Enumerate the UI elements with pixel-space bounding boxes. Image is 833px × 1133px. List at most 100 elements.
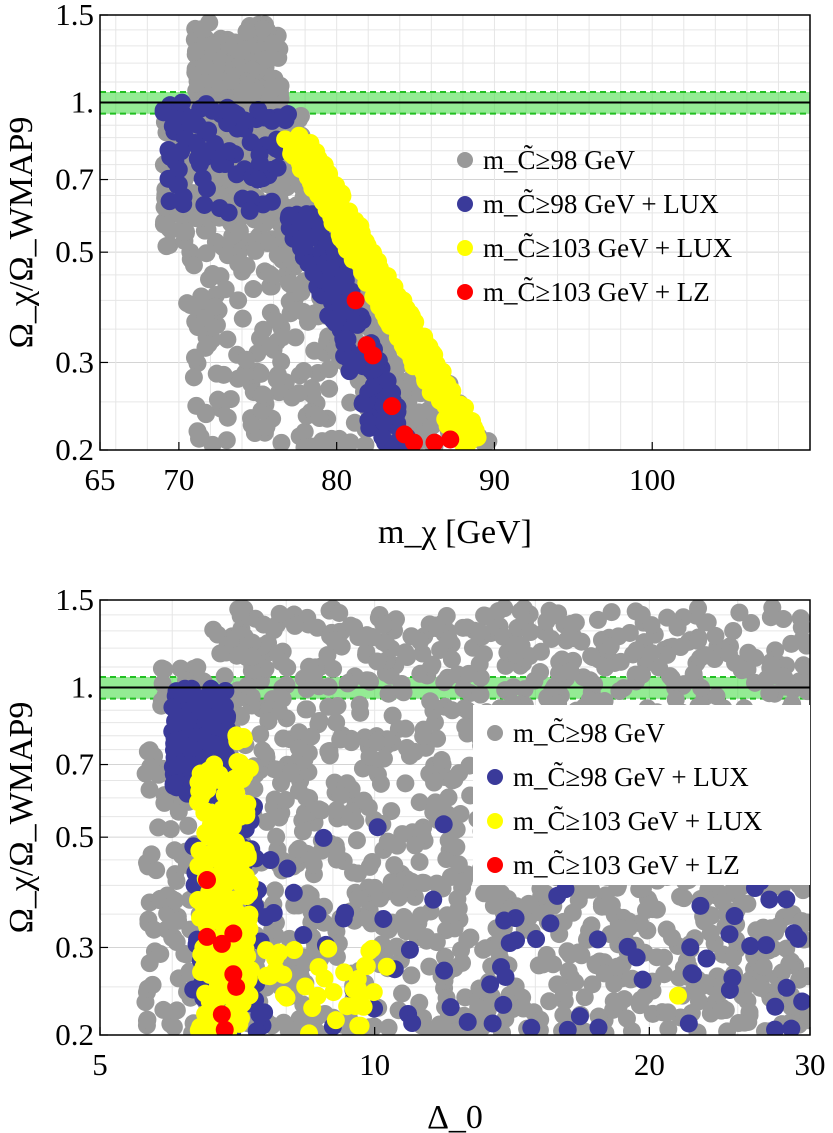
scatter-point — [348, 889, 367, 908]
scatter-point — [191, 427, 210, 446]
scatter-point — [335, 963, 354, 982]
scatter-point — [272, 433, 291, 450]
scatter-point — [355, 263, 374, 282]
scatter-point — [232, 42, 251, 61]
scatter-point — [314, 828, 333, 847]
scatter-point — [211, 816, 230, 835]
scatter-point — [521, 895, 540, 914]
scatter-point — [682, 964, 701, 983]
scatter-point — [208, 706, 227, 725]
scatter-point — [151, 944, 170, 963]
scatter-point — [357, 957, 376, 976]
scatter-point — [233, 88, 252, 107]
x-tick-label: 65 — [85, 462, 116, 497]
scatter-point — [219, 203, 238, 222]
scatter-point — [379, 684, 398, 703]
scatter-point — [235, 111, 254, 130]
scatter-point — [327, 713, 346, 732]
scatter-point — [456, 717, 475, 736]
scatter-point — [558, 942, 577, 961]
scatter-point — [267, 370, 286, 389]
scatter-point — [410, 852, 429, 871]
scatter-point — [290, 127, 309, 146]
scatter-point — [289, 781, 308, 800]
scatter-point — [489, 602, 508, 621]
scatter-point — [175, 944, 194, 963]
scatter-point — [167, 714, 186, 733]
scatter-point — [627, 948, 646, 967]
scatter-point — [330, 225, 349, 244]
legend-box — [473, 705, 810, 885]
scatter-point — [662, 928, 681, 947]
scatter-point — [244, 280, 263, 299]
scatter-point — [274, 985, 293, 1004]
scatter-point — [179, 755, 198, 774]
legend-entry: m_C̃≥98 GeV — [513, 717, 666, 748]
scatter-point — [220, 142, 239, 161]
scatter-point — [251, 364, 270, 383]
scatter-point — [696, 646, 715, 665]
scatter-point — [549, 664, 568, 683]
scatter-point — [257, 812, 276, 831]
scatter-point — [280, 274, 299, 293]
scatter-point — [155, 793, 174, 812]
scatter-point — [310, 409, 329, 428]
scatter-point — [763, 600, 782, 617]
scatter-point — [406, 836, 425, 855]
scatter-point — [248, 170, 267, 189]
scatter-point — [617, 1009, 636, 1028]
scatter-point — [289, 839, 308, 858]
scatter-point — [192, 20, 211, 39]
scatter-point — [658, 645, 677, 664]
scatter-point — [340, 350, 359, 369]
scatter-point — [383, 874, 402, 893]
scatter-point — [164, 775, 183, 794]
y-tick-label: 0.7 — [55, 162, 94, 197]
scatter-point — [414, 727, 433, 746]
scatter-point — [192, 702, 211, 721]
scatter-point — [738, 894, 757, 913]
scatter-point — [585, 675, 604, 694]
scatter-point — [723, 969, 742, 988]
scatter-point — [229, 991, 248, 1010]
scatter-point — [184, 256, 203, 275]
scatter-point — [666, 690, 685, 709]
scatter-point — [227, 977, 246, 996]
scatter-point — [367, 733, 386, 752]
scatter-point — [396, 774, 415, 793]
scatter-point — [176, 222, 195, 241]
scatter-point — [164, 1017, 183, 1035]
scatter-point — [215, 667, 234, 686]
scatter-point — [583, 975, 602, 994]
legend: m_C̃≥98 GeV m_C̃≥98 GeV + LUX m_C̃≥103 GeV… — [457, 144, 733, 307]
scatter-point — [253, 741, 272, 760]
scatter-point — [360, 857, 379, 876]
scatter-point — [304, 437, 323, 450]
scatter-point — [167, 1001, 186, 1020]
scatter-point — [789, 929, 808, 948]
scatter-point — [141, 757, 160, 776]
scatter-point — [199, 335, 218, 354]
scatter-point — [238, 794, 257, 813]
scatter-point — [388, 836, 407, 855]
scatter-point — [202, 36, 221, 55]
scatter-point — [197, 244, 216, 263]
scatter-point — [793, 992, 810, 1011]
scatter-point — [254, 320, 273, 339]
scatter-point — [208, 390, 227, 409]
scatter-point — [191, 764, 210, 783]
legend-marker — [487, 769, 503, 785]
scatter-point — [400, 940, 419, 959]
scatter-point — [773, 963, 792, 982]
scatter-point — [285, 941, 304, 960]
scatter-point — [563, 903, 582, 922]
scatter-point — [492, 884, 511, 903]
scatter-point — [512, 636, 531, 655]
x-tick-label: 100 — [629, 462, 676, 497]
scatter-point — [294, 228, 313, 247]
scatter-point — [324, 983, 343, 1002]
scatter-point — [378, 306, 397, 325]
scatter-point — [212, 1005, 231, 1024]
x-tick-label: 80 — [321, 462, 352, 497]
scatter-point — [342, 733, 361, 752]
